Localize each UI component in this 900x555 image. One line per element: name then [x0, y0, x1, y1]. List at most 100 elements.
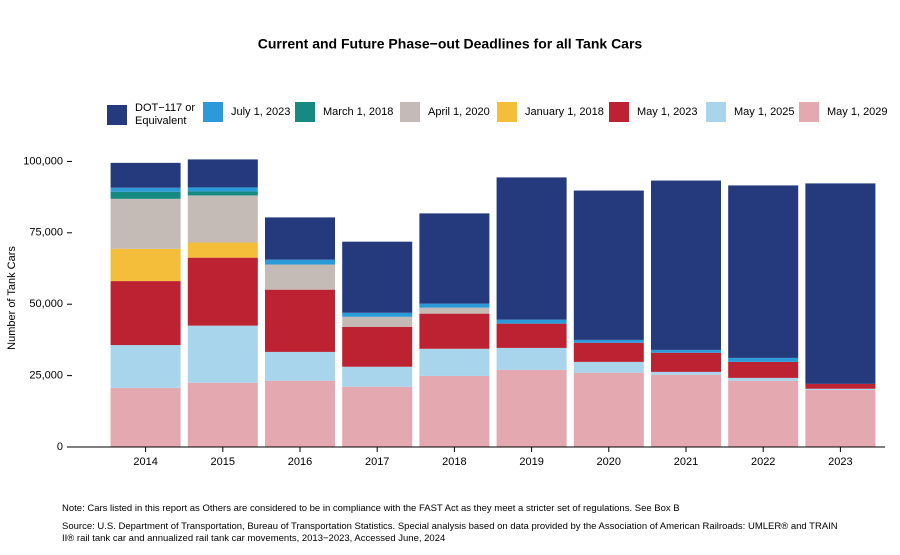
legend-swatch: [203, 102, 223, 122]
bar-segment: [728, 361, 799, 378]
legend-item: January 1, 2018: [497, 102, 604, 122]
bar-segment: [650, 352, 722, 372]
bar-segment: [419, 213, 490, 304]
bar-segment: [110, 345, 181, 388]
legend-item: May 1, 2029: [799, 102, 888, 122]
bar-segment: [187, 382, 258, 447]
bar-segment: [342, 366, 413, 387]
bar-segment: [573, 190, 644, 340]
legend-label: May 1, 2025: [734, 105, 795, 118]
bar-segment: [342, 386, 413, 447]
legend-swatch: [497, 102, 517, 122]
legend-label: July 1, 2023: [231, 105, 291, 118]
bar-segment: [264, 264, 336, 290]
bar-segment: [419, 307, 490, 314]
bar-segment: [805, 388, 876, 390]
x-tick-label: 2022: [751, 456, 775, 468]
bar-segment: [650, 180, 722, 350]
bar-segment: [342, 326, 413, 367]
bar-segment: [187, 187, 258, 192]
bar-segment: [573, 342, 644, 362]
bar-segment: [805, 389, 876, 447]
bar-segment: [187, 159, 258, 188]
bar-segment: [264, 380, 336, 447]
source: Source: U.S. Department of Transportatio…: [62, 521, 838, 544]
legend-label: DOT−117 or Equivalent: [135, 102, 196, 127]
legend-swatch: [400, 102, 420, 122]
x-tick-label: 2014: [133, 456, 157, 468]
bar-segment: [728, 357, 799, 362]
bar-segment: [496, 347, 567, 370]
x-tick-label: 2021: [674, 456, 698, 468]
legend-swatch: [706, 102, 726, 122]
bar-segment: [110, 248, 181, 282]
y-tick-label: 50,000: [29, 298, 63, 310]
bar-segment: [573, 361, 644, 373]
bar-segment: [419, 348, 490, 376]
bar-segment: [728, 185, 799, 358]
y-tick-label: 25,000: [29, 370, 63, 382]
bar-segment: [264, 259, 336, 265]
bar-segment: [187, 257, 258, 326]
legend-swatch: [295, 102, 315, 122]
bar-segment: [496, 369, 567, 447]
bar-segment: [342, 316, 413, 327]
note: Note: Cars listed in this report as Othe…: [62, 503, 680, 514]
legend-item: July 1, 2023: [203, 102, 290, 122]
legend-item: April 1, 2020: [400, 102, 490, 122]
x-tick-label: 2018: [442, 456, 466, 468]
y-tick-label: 75,000: [29, 227, 63, 239]
bar-segment: [264, 351, 336, 381]
legend-label: April 1, 2020: [428, 105, 490, 118]
x-tick-label: 2015: [211, 456, 235, 468]
bar-segment: [728, 377, 799, 381]
legend-label: March 1, 2018: [323, 105, 394, 118]
y-axis-title: Number of Tank Cars: [6, 246, 18, 350]
x-tick-label: 2020: [597, 456, 621, 468]
chart-title: Current and Future Phase−out Deadlines f…: [258, 36, 643, 52]
bar-segment: [264, 289, 336, 352]
bar-segment: [419, 375, 490, 447]
legend-label: May 1, 2029: [827, 105, 888, 118]
x-tick-label: 2017: [365, 456, 389, 468]
bar-segment: [496, 323, 567, 348]
bar-segment: [187, 195, 258, 243]
bar-segment: [110, 387, 181, 447]
bar-segment: [110, 187, 181, 192]
bar-segment: [650, 371, 722, 375]
bar-segment: [573, 339, 644, 343]
bar-segment: [419, 303, 490, 308]
bar-segment: [650, 349, 722, 353]
bar-segment: [110, 191, 181, 199]
legend-swatch: [799, 102, 819, 122]
bar-segment: [187, 242, 258, 258]
bar-segment: [573, 372, 644, 447]
legend-swatch: [609, 102, 629, 122]
bar-segment: [187, 325, 258, 383]
legend-label: May 1, 2023: [637, 105, 698, 118]
bar-segment: [342, 241, 413, 313]
bar-segment: [264, 217, 336, 260]
bar-segment: [419, 313, 490, 349]
legend-label: January 1, 2018: [525, 105, 604, 118]
bar-segment: [110, 281, 181, 346]
x-tick-label: 2023: [828, 456, 852, 468]
bar-segment: [110, 162, 181, 188]
bar-segment: [728, 380, 799, 447]
legend-item: May 1, 2025: [706, 102, 795, 122]
bar-segment: [496, 177, 567, 320]
bar-segment: [496, 319, 567, 324]
x-tick-label: 2019: [519, 456, 543, 468]
legend-item: DOT−117 or Equivalent: [107, 102, 197, 128]
y-tick-label: 100,000: [23, 155, 63, 167]
legend-item: May 1, 2023: [609, 102, 698, 122]
bar-segment: [342, 312, 413, 317]
y-tick-label: 0: [57, 441, 63, 453]
bar-segment: [650, 374, 722, 447]
bar-segment: [805, 183, 876, 384]
legend-item: March 1, 2018: [295, 102, 393, 122]
bar-segment: [187, 191, 258, 196]
bar-segment: [805, 383, 876, 389]
